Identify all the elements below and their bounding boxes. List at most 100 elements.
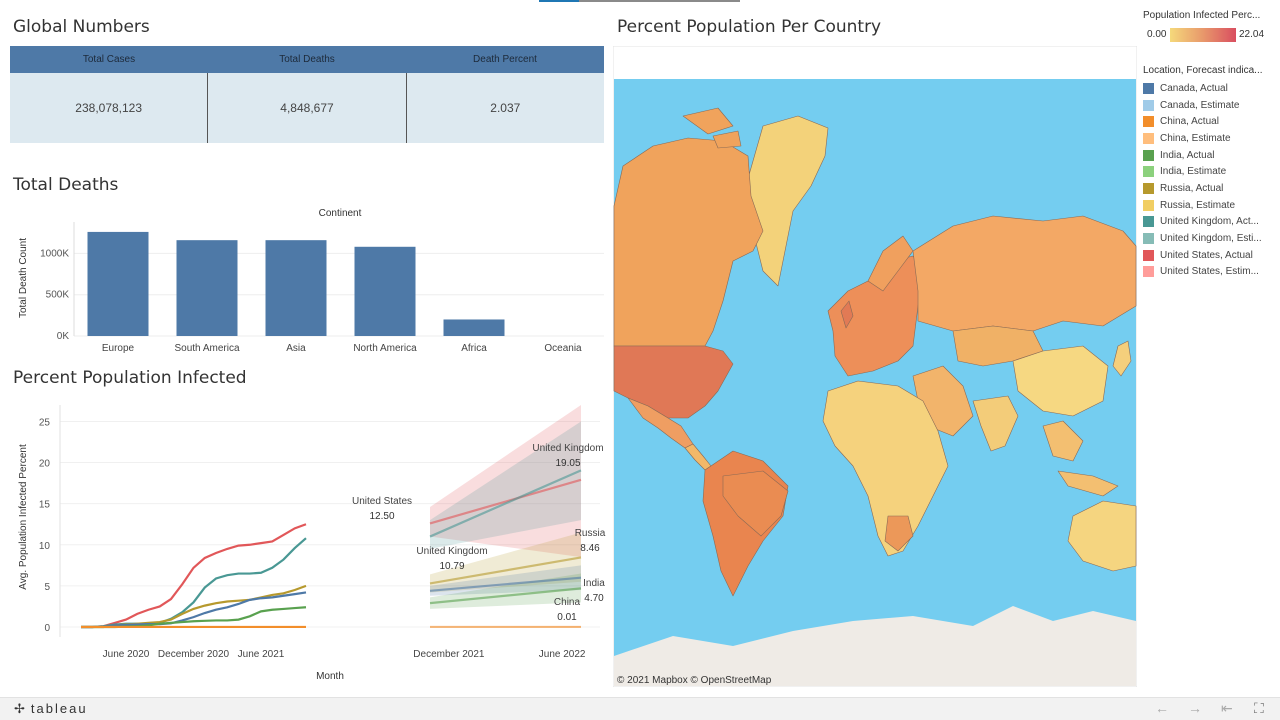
legend-item[interactable]: United States, Estim... (1143, 264, 1273, 281)
southeast-asia[interactable] (1042, 420, 1119, 497)
japan[interactable] (1112, 340, 1132, 377)
gradient-legend-title[interactable]: Population Infected Perc... (1143, 10, 1261, 21)
united-kingdom-forecast-band (430, 421, 581, 549)
line-ytick-label: 0 (44, 623, 50, 634)
undo-icon[interactable]: ← (1155, 700, 1169, 716)
global-numbers-header: Total Cases Total Deaths Death Percent (10, 46, 604, 73)
line-xtick-label: December 2021 (413, 649, 485, 660)
legend-item-label: Canada, Estimate (1160, 99, 1240, 111)
bar-ytick-label: 1000K (40, 248, 69, 259)
legend-item[interactable]: United States, Actual (1143, 247, 1273, 264)
series-label: India (583, 578, 605, 589)
bar-africa[interactable] (443, 319, 505, 336)
uk[interactable] (840, 300, 854, 329)
canada-forecast-line[interactable] (429, 576, 582, 592)
bar-category-label: Oceania (544, 343, 582, 354)
legend-swatch (1143, 233, 1154, 245)
bar-ytick-label: 500K (46, 290, 70, 301)
world-map[interactable]: © 2021 Mapbox © OpenStreetMap (613, 46, 1137, 687)
line-chart-xlabel: Month (316, 671, 344, 682)
gradient-min: 0.00 (1147, 29, 1167, 40)
russia-forecast-line[interactable] (429, 556, 582, 585)
legend-item[interactable]: China, Actual (1143, 113, 1273, 130)
header-death-percent: Death Percent (473, 54, 537, 65)
series-value-label: 19.05 (555, 458, 580, 469)
bar-category-label: Europe (102, 343, 135, 354)
legend-item[interactable]: India, Actual (1143, 147, 1273, 164)
legend-item[interactable]: India, Estimate (1143, 163, 1273, 180)
legend-item[interactable]: Canada, Actual (1143, 80, 1273, 97)
bar-chart-ylabel: Total Death Count (18, 238, 29, 318)
united-states-actual-line[interactable] (81, 523, 307, 629)
legend-item[interactable]: United Kingdom, Esti... (1143, 230, 1273, 247)
value-death-percent[interactable]: 2.037 (490, 101, 521, 115)
series-label: United Kingdom (416, 546, 487, 557)
bar-south-america[interactable] (176, 240, 238, 336)
legend-item[interactable]: Russia, Estimate (1143, 197, 1273, 214)
india[interactable] (972, 395, 1019, 452)
gradient-legend: 0.00 22.04 (1143, 27, 1273, 43)
united-kingdom-forecast-line[interactable] (429, 469, 582, 538)
series-label: United Kingdom (532, 443, 603, 454)
legend-swatch (1143, 166, 1154, 178)
russia[interactable] (912, 215, 1137, 332)
series-value-label: 0.01 (557, 612, 577, 623)
global-numbers-title: Global Numbers (13, 17, 150, 37)
map-title: Percent Population Per Country (617, 17, 882, 37)
series-label: Russia (575, 528, 606, 539)
value-total-deaths[interactable]: 4,848,677 (208, 73, 407, 143)
legend-item-label: United Kingdom, Act... (1160, 216, 1259, 228)
legend-swatch (1143, 266, 1154, 278)
category-legend-list: Canada, Actual Canada, Estimate China, Act… (1143, 80, 1273, 280)
legend-panel: Population Infected Perc... 0.00 22.04 L… (1143, 10, 1273, 280)
legend-item[interactable]: Canada, Estimate (1143, 97, 1273, 114)
brazil[interactable] (722, 470, 789, 537)
category-legend-title[interactable]: Location, Forecast indica... (1143, 65, 1263, 76)
australia[interactable] (1067, 500, 1137, 572)
total-deaths-title: Total Deaths (13, 175, 119, 195)
map-attribution[interactable]: © 2021 Mapbox © OpenStreetMap (617, 675, 772, 686)
canada-actual-line[interactable] (81, 591, 307, 629)
bar-category-label: Asia (286, 343, 306, 354)
infected-chart: Avg. Population Infected Percent Month 0… (18, 405, 606, 682)
series-value-label: 12.50 (369, 511, 394, 522)
line-ytick-label: 15 (39, 500, 51, 511)
series-value-label: 4.70 (584, 593, 604, 604)
series-value-label: 8.46 (580, 543, 600, 554)
legend-swatch (1143, 82, 1154, 94)
revert-icon[interactable]: ⇤ (1221, 700, 1233, 716)
southern-africa[interactable] (884, 515, 914, 552)
tableau-logo[interactable]: ✢ tableau (14, 701, 88, 716)
series-label: United States (352, 496, 412, 507)
global-numbers-table: Total Cases Total Deaths Death Percent 2… (10, 46, 604, 143)
top-indicator-active (539, 0, 579, 2)
legend-item[interactable]: Russia, Actual (1143, 180, 1273, 197)
legend-item[interactable]: China, Estimate (1143, 130, 1273, 147)
fullscreen-icon[interactable]: ⛶ (1254, 700, 1264, 716)
global-numbers-row: 238,078,123 4,848,677 2.037 (10, 73, 604, 143)
redo-icon[interactable]: → (1188, 700, 1202, 716)
legend-swatch (1143, 199, 1154, 211)
value-total-cases[interactable]: 238,078,123 (10, 73, 209, 143)
legend-swatch (1143, 116, 1154, 128)
infected-title: Percent Population Infected (13, 368, 247, 388)
canada-islands[interactable] (682, 107, 742, 149)
bar-north-america[interactable] (354, 246, 416, 336)
line-ytick-label: 5 (44, 582, 50, 593)
header-total-deaths: Total Deaths (279, 54, 335, 65)
tableau-logo-text: tableau (30, 701, 88, 716)
india-forecast-line[interactable] (429, 587, 582, 605)
bar-category-label: Africa (461, 343, 487, 354)
legend-item-label: United States, Actual (1160, 249, 1253, 261)
bar-asia[interactable] (265, 240, 327, 336)
china[interactable] (1012, 345, 1109, 417)
gradient-max: 22.04 (1239, 29, 1265, 40)
series-value-label: 10.79 (439, 561, 464, 572)
legend-item-label: India, Actual (1160, 149, 1215, 161)
united-kingdom-actual-line[interactable] (81, 537, 307, 629)
legend-item[interactable]: United Kingdom, Act... (1143, 214, 1273, 231)
bar-europe[interactable] (87, 231, 149, 336)
united-states-forecast-line[interactable] (429, 478, 582, 525)
legend-swatch (1143, 216, 1154, 228)
legend-swatch (1143, 132, 1154, 144)
